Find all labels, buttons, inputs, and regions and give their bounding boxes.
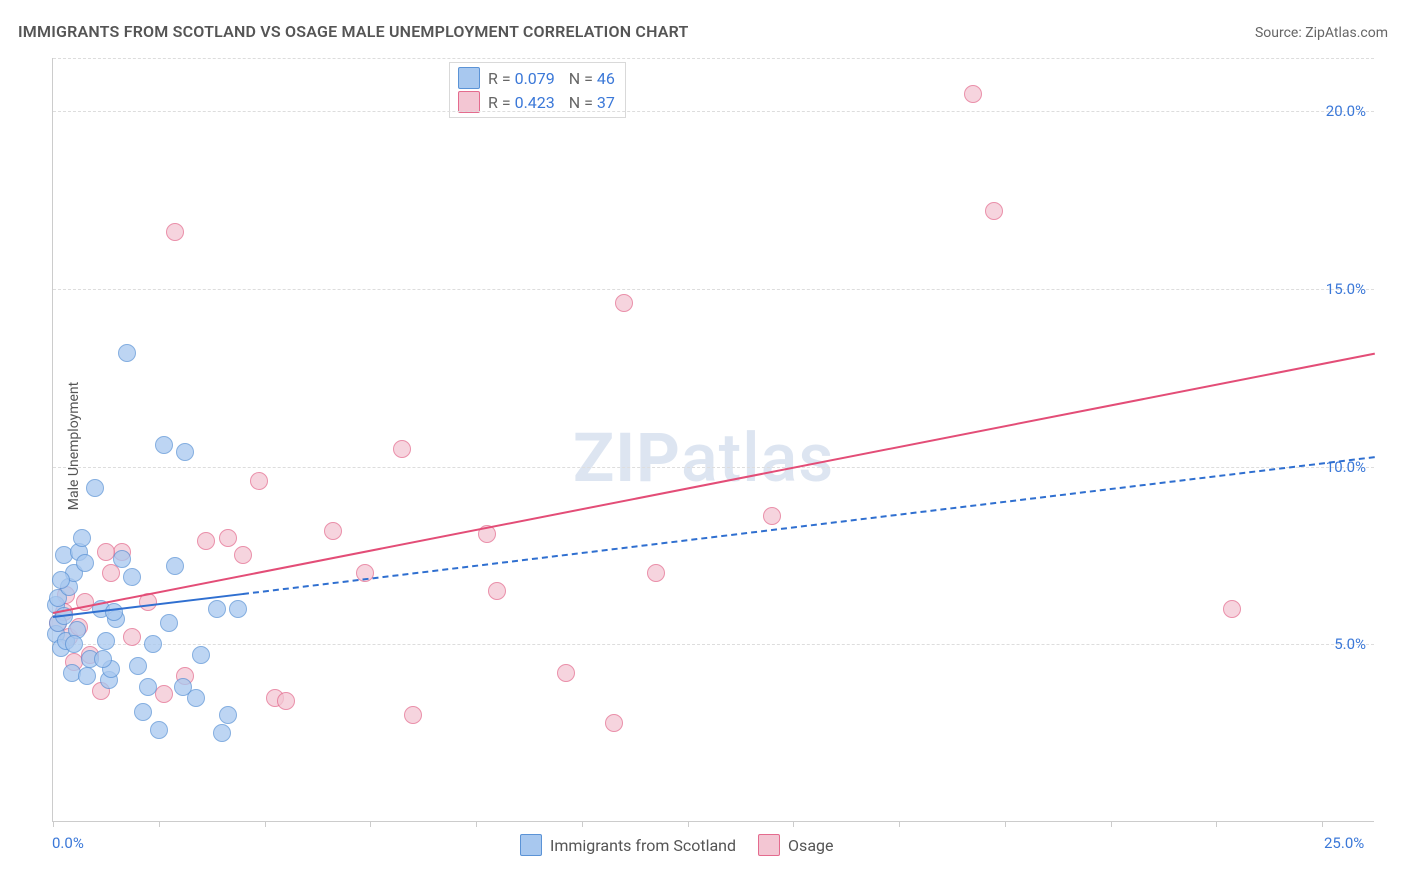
data-point [219, 706, 237, 724]
title-bar: IMMIGRANTS FROM SCOTLAND VS OSAGE MALE U… [18, 22, 1388, 41]
data-point [176, 443, 194, 461]
y-tick-label: 15.0% [1326, 280, 1366, 298]
x-tick [688, 821, 689, 827]
data-point [76, 554, 94, 572]
data-point [557, 664, 575, 682]
data-point [123, 628, 141, 646]
data-point [78, 667, 96, 685]
legend-row: R = 0.079N = 46 [458, 67, 615, 89]
data-point [166, 557, 184, 575]
x-tick [265, 821, 266, 827]
legend-stats: R = 0.079N = 46 [488, 69, 615, 88]
data-point [73, 529, 91, 547]
legend-swatch [758, 834, 780, 856]
legend-stats: R = 0.423N = 37 [488, 93, 615, 112]
data-point [187, 689, 205, 707]
data-point [234, 546, 252, 564]
data-point [250, 472, 268, 490]
data-point [139, 678, 157, 696]
gridline [53, 644, 1374, 645]
x-tick [159, 821, 160, 827]
x-axis-min-label: 0.0% [52, 834, 84, 852]
data-point [605, 714, 623, 732]
data-point [1223, 600, 1241, 618]
x-tick [1111, 821, 1112, 827]
data-point [94, 650, 112, 668]
x-tick [793, 821, 794, 827]
data-point [219, 529, 237, 547]
gridline [53, 111, 1374, 112]
data-point [763, 507, 781, 525]
legend-swatch [458, 67, 480, 89]
legend-series: Immigrants from Scotland Osage [520, 834, 845, 856]
data-point [160, 614, 178, 632]
data-point [208, 600, 226, 618]
gridline [53, 289, 1374, 290]
source-credit: Source: ZipAtlas.com [1255, 25, 1388, 41]
data-point [150, 721, 168, 739]
data-point [86, 479, 104, 497]
legend-swatch [458, 91, 480, 113]
x-tick [53, 821, 54, 827]
x-tick [476, 821, 477, 827]
legend-item: Immigrants from Scotland [520, 834, 736, 856]
data-point [488, 582, 506, 600]
regression-line [243, 456, 1375, 595]
gridline [53, 467, 1374, 468]
data-point [192, 646, 210, 664]
data-point [985, 202, 1003, 220]
source-prefix: Source: [1255, 25, 1305, 41]
x-tick [1322, 821, 1323, 827]
legend-label: Osage [788, 836, 833, 855]
x-tick [1216, 821, 1217, 827]
y-tick-label: 5.0% [1334, 635, 1366, 653]
data-point [324, 522, 342, 540]
x-tick [1005, 821, 1006, 827]
data-point [615, 294, 633, 312]
data-point [197, 532, 215, 550]
data-point [123, 568, 141, 586]
data-point [155, 685, 173, 703]
x-tick [370, 821, 371, 827]
x-axis-max-label: 25.0% [1324, 834, 1364, 852]
data-point [144, 635, 162, 653]
legend-swatch [520, 834, 542, 856]
data-point [404, 706, 422, 724]
source-link[interactable]: ZipAtlas.com [1305, 25, 1388, 41]
x-tick [582, 821, 583, 827]
data-point [65, 635, 83, 653]
data-point [134, 703, 152, 721]
data-point [113, 550, 131, 568]
data-point [105, 603, 123, 621]
legend-row: R = 0.423N = 37 [458, 91, 615, 113]
data-point [647, 564, 665, 582]
gridline [53, 58, 1374, 59]
data-point [129, 657, 147, 675]
data-point [213, 724, 231, 742]
page-title: IMMIGRANTS FROM SCOTLAND VS OSAGE MALE U… [18, 22, 689, 41]
legend-label: Immigrants from Scotland [550, 836, 736, 855]
data-point [97, 632, 115, 650]
y-tick-label: 20.0% [1326, 102, 1366, 120]
scatter-plot: ZIPatlas R = 0.079N = 46R = 0.423N = 37 … [52, 58, 1374, 822]
data-point [166, 223, 184, 241]
data-point [118, 344, 136, 362]
data-point [52, 571, 70, 589]
data-point [229, 600, 247, 618]
data-point [277, 692, 295, 710]
data-point [155, 436, 173, 454]
data-point [393, 440, 411, 458]
watermark-bold: ZIP [573, 418, 681, 498]
legend-item: Osage [758, 834, 833, 856]
legend-correlation: R = 0.079N = 46 R = 0.423N = 37 [449, 62, 626, 118]
data-point [964, 85, 982, 103]
x-tick [899, 821, 900, 827]
